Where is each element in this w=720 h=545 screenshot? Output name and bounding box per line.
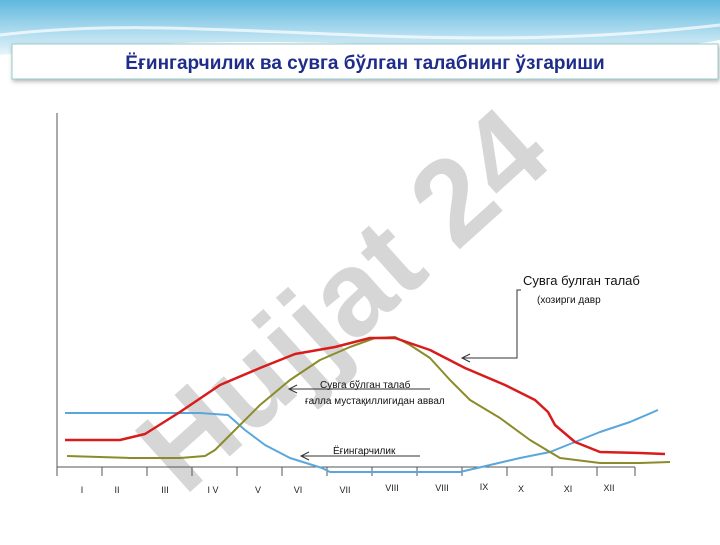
header-wave-line: [0, 23, 720, 40]
annotation: Ёғингарчилик: [333, 445, 396, 457]
title-box: [11, 43, 719, 80]
month-label: II: [114, 485, 119, 495]
annotation: ғалла мустақиллигидан аввал: [305, 396, 445, 407]
month-label: IX: [480, 482, 489, 492]
month-label: XII: [603, 483, 614, 493]
month-label: VI: [294, 485, 303, 495]
month-label: III: [161, 485, 169, 495]
arrow: [299, 451, 310, 461]
month-label: VIII: [435, 483, 449, 493]
header-wave: [0, 0, 720, 55]
month-labels: I II III I V V VI VII VIII VIII IX X XI XII: [81, 482, 615, 495]
month-label: VII: [339, 485, 350, 495]
month-label: I V: [207, 485, 218, 495]
month-label: V: [255, 485, 261, 495]
title: Ёғингарчилик ва сувга бўлган талабнинг ў…: [125, 53, 604, 74]
annotation: Сувга булган талаб: [523, 273, 640, 288]
month-label: X: [518, 484, 524, 494]
precipitation-curve: [65, 409, 659, 473]
arrow: [287, 384, 298, 394]
annotation: Сувга бўлган талаб: [320, 379, 411, 391]
annotation: (хозирги давр: [537, 295, 601, 306]
connector: [462, 289, 521, 359]
month-label: VIII: [385, 483, 399, 493]
arrow: [460, 353, 471, 363]
current-demand-curve: [65, 336, 666, 456]
month-label: XI: [564, 484, 573, 494]
month-label: I: [81, 485, 84, 495]
